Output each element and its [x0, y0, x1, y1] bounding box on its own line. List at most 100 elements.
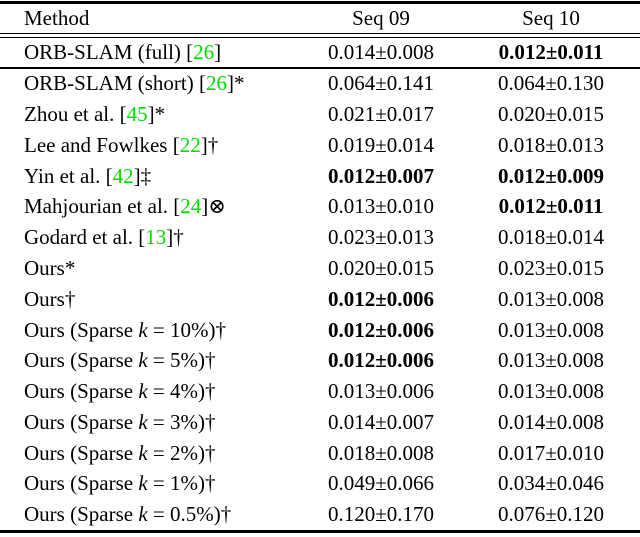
- seq09-cell: 0.014±0.007: [327, 409, 435, 434]
- method-cell: Yin et al. [42]‡: [0, 163, 300, 188]
- method-cell: Ours*: [0, 255, 300, 280]
- seq09-cell: 0.014±0.008: [327, 40, 435, 64]
- method-text: ]*: [227, 71, 245, 96]
- seq10-cell: 0.012±0.011: [498, 40, 604, 64]
- method-cell: ORB-SLAM (short) [26]*: [0, 73, 300, 94]
- method-text: Ours (Sparse: [24, 471, 139, 496]
- seq09-cell: 0.019±0.014: [327, 132, 435, 157]
- citation-link[interactable]: 24: [180, 194, 202, 219]
- table-row: Ours (Sparse k = 0.5%)† 0.120±0.170 0.076±…: [0, 499, 640, 530]
- seq10-cell: 0.034±0.046: [497, 471, 605, 496]
- table-row: Ours (Sparse k = 3%)† 0.014±0.007 0.014±0.…: [0, 407, 640, 438]
- method-cell: Zhou et al. [45]*: [0, 104, 300, 125]
- table-header-row: Method Seq 09 Seq 10: [0, 4, 640, 33]
- seq10-cell: 0.018±0.013: [497, 132, 605, 157]
- citation-link[interactable]: 45: [126, 102, 148, 127]
- method-text: Mahjourian et al. [: [24, 194, 181, 219]
- method-text: Godard et al. [: [24, 225, 146, 250]
- math-symbol: k: [138, 471, 148, 496]
- method-text: Ours (Sparse: [24, 317, 139, 342]
- method-cell: Godard et al. [13]†: [0, 227, 300, 248]
- method-text: Zhou et al. [: [24, 102, 127, 127]
- method-text: = 1%)†: [147, 471, 216, 496]
- table-row: Godard et al. [13]† 0.023±0.013 0.018±0.01…: [0, 222, 640, 253]
- column-header-method: Method: [24, 6, 90, 30]
- method-cell: Ours (Sparse k = 3%)†: [0, 409, 300, 434]
- seq10-cell: 0.064±0.130: [497, 71, 605, 96]
- seq09-cell: 0.013±0.006: [327, 379, 435, 404]
- method-cell: ORB-SLAM (full) [26]: [0, 42, 300, 63]
- method-text: = 4%)†: [147, 379, 216, 404]
- seq09-cell: 0.049±0.066: [327, 471, 435, 496]
- column-header-seq09: Seq 09: [352, 6, 410, 30]
- method-cell: Ours (Sparse k = 0.5%)†: [0, 504, 300, 525]
- table-row: Zhou et al. [45]* 0.021±0.017 0.020±0.015: [0, 99, 640, 130]
- math-symbol: k: [138, 379, 148, 404]
- header-double-rule: [0, 33, 640, 38]
- seq09-cell: 0.013±0.010: [327, 194, 435, 219]
- math-symbol: k: [138, 317, 148, 342]
- table-top-rule: [0, 1, 640, 4]
- table-row: Ours (Sparse k = 4%)† 0.013±0.006 0.013±0.…: [0, 376, 640, 407]
- table-row: Ours (Sparse k = 10%)† 0.012±0.006 0.013±0…: [0, 315, 640, 346]
- method-text: ]*: [147, 102, 166, 127]
- table-row: Yin et al. [42]‡ 0.012±0.007 0.012±0.009: [0, 161, 640, 192]
- citation-link[interactable]: 22: [179, 132, 201, 157]
- method-cell: Ours (Sparse k = 2%)†: [0, 440, 300, 465]
- table-bottom-rule: [0, 530, 640, 533]
- method-text: Ours (Sparse: [24, 379, 139, 404]
- table-row: Ours† 0.012±0.006 0.013±0.008: [0, 284, 640, 315]
- method-text: Ours (Sparse: [24, 502, 139, 527]
- citation-link[interactable]: 42: [112, 163, 134, 188]
- citation-link[interactable]: 13: [145, 225, 167, 250]
- seq10-cell: 0.014±0.008: [497, 409, 605, 434]
- method-text: = 0.5%)†: [147, 502, 232, 527]
- table-body: ORB-SLAM (full) [26] 0.014±0.008 0.012±0.0…: [0, 38, 640, 530]
- seq10-cell: 0.023±0.015: [497, 255, 605, 280]
- seq10-cell: 0.013±0.008: [497, 286, 605, 311]
- table-row: ORB-SLAM (full) [26] 0.014±0.008 0.012±0.0…: [0, 38, 640, 67]
- method-cell: Ours†: [0, 288, 300, 310]
- seq10-cell: 0.013±0.008: [497, 348, 605, 373]
- method-text: Ours (Sparse: [24, 440, 139, 465]
- method-text: = 3%)†: [147, 409, 216, 434]
- seq09-cell: 0.012±0.006: [327, 286, 435, 311]
- seq09-cell: 0.064±0.141: [327, 71, 435, 96]
- table-row: Ours* 0.020±0.015 0.023±0.015: [0, 253, 640, 284]
- method-cell: Ours (Sparse k = 1%)†: [0, 473, 300, 494]
- method-text: ]‡: [133, 163, 152, 188]
- method-text: Yin et al. [: [24, 163, 113, 188]
- seq09-cell: 0.021±0.017: [327, 102, 435, 127]
- method-cell: Ours (Sparse k = 4%)†: [0, 381, 300, 402]
- method-text: = 5%)†: [147, 348, 216, 373]
- method-cell: Ours (Sparse k = 10%)†: [0, 317, 300, 342]
- seq10-cell: 0.076±0.120: [497, 502, 605, 527]
- table-row: Ours (Sparse k = 5%)† 0.012±0.006 0.013±0.…: [0, 345, 640, 376]
- method-cell: Ours (Sparse k = 5%)†: [0, 350, 300, 371]
- table-row: Ours (Sparse k = 1%)† 0.049±0.066 0.034±0.…: [0, 468, 640, 499]
- method-text: ORB-SLAM (short) [: [24, 71, 206, 96]
- method-cell: Mahjourian et al. [24]⊗: [0, 196, 300, 217]
- row-separator-rule: [0, 67, 640, 69]
- seq09-cell: 0.023±0.013: [327, 225, 435, 250]
- method-text: ]†: [166, 225, 184, 250]
- method-text: Ours (Sparse: [24, 409, 139, 434]
- seq09-cell: 0.012±0.007: [327, 163, 435, 188]
- method-text: ]: [214, 40, 222, 64]
- math-symbol: k: [138, 440, 148, 465]
- column-header-seq10: Seq 10: [522, 6, 580, 30]
- citation-link[interactable]: 26: [193, 40, 215, 64]
- table-row: Lee and Fowlkes [22]† 0.019±0.014 0.018±0.…: [0, 130, 640, 161]
- citation-link[interactable]: 26: [206, 71, 227, 96]
- math-symbol: k: [138, 502, 148, 527]
- seq10-cell: 0.017±0.010: [497, 440, 605, 465]
- method-text: ]†: [200, 132, 219, 157]
- method-text: ORB-SLAM (full) [: [24, 40, 194, 64]
- method-text: Lee and Fowlkes [: [24, 132, 180, 157]
- method-text: ]⊗: [201, 194, 226, 219]
- math-symbol: k: [138, 348, 148, 373]
- seq09-cell: 0.018±0.008: [327, 440, 435, 465]
- method-text: Ours*: [24, 255, 76, 280]
- method-cell: Lee and Fowlkes [22]†: [0, 132, 300, 157]
